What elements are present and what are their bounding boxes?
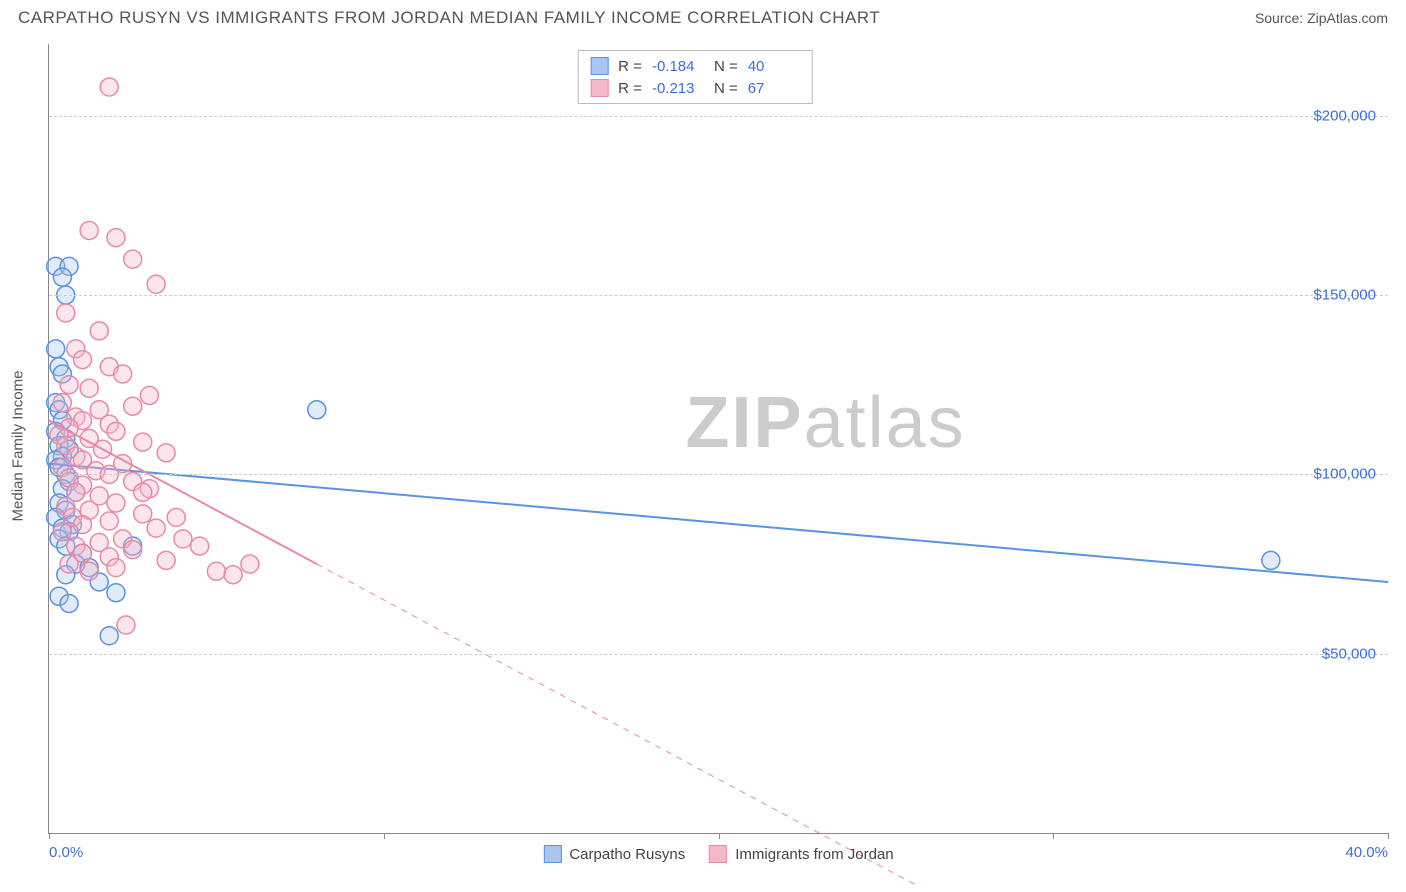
scatter-point — [80, 221, 98, 239]
chart-plot-area: ZIPatlas R = -0.184 N = 40 R = -0.213 N … — [48, 44, 1388, 834]
scatter-point — [53, 523, 71, 541]
scatter-point — [191, 537, 209, 555]
legend: Carpatho Rusyns Immigrants from Jordan — [543, 845, 893, 863]
scatter-point — [53, 394, 71, 412]
scatter-point — [80, 562, 98, 580]
x-tick-label: 40.0% — [1345, 844, 1388, 861]
stats-box: R = -0.184 N = 40 R = -0.213 N = 67 — [577, 50, 813, 104]
x-tick — [1053, 833, 1054, 839]
source: Source: ZipAtlas.com — [1255, 10, 1388, 26]
scatter-point — [308, 401, 326, 419]
scatter-point — [167, 508, 185, 526]
regression-line-dashed — [317, 564, 920, 887]
scatter-point — [73, 351, 91, 369]
stats-r-label: R = — [618, 80, 642, 97]
y-tick-label: $150,000 — [1313, 287, 1376, 304]
stats-r-label: R = — [618, 58, 642, 75]
scatter-point — [60, 376, 78, 394]
legend-label-0: Carpatho Rusyns — [569, 846, 685, 863]
scatter-point — [140, 386, 158, 404]
scatter-point — [1262, 551, 1280, 569]
scatter-point — [60, 555, 78, 573]
scatter-point — [90, 322, 108, 340]
scatter-point — [134, 505, 152, 523]
scatter-point — [174, 530, 192, 548]
x-tick — [49, 833, 50, 839]
scatter-point — [134, 433, 152, 451]
legend-swatch-1 — [709, 845, 727, 863]
x-tick-label: 0.0% — [49, 844, 83, 861]
scatter-point — [80, 379, 98, 397]
gridline — [49, 116, 1388, 117]
scatter-point — [100, 512, 118, 530]
gridline — [49, 295, 1388, 296]
stats-row-1: R = -0.213 N = 67 — [590, 77, 800, 99]
scatter-point — [60, 594, 78, 612]
scatter-point — [157, 551, 175, 569]
stats-r-1: -0.213 — [652, 80, 704, 97]
gridline — [49, 654, 1388, 655]
legend-item-0: Carpatho Rusyns — [543, 845, 685, 863]
stats-n-label: N = — [714, 58, 738, 75]
legend-label-1: Immigrants from Jordan — [735, 846, 893, 863]
gridline — [49, 474, 1388, 475]
chart-svg — [49, 44, 1388, 833]
stats-r-0: -0.184 — [652, 58, 704, 75]
scatter-point — [124, 541, 142, 559]
scatter-point — [224, 566, 242, 584]
scatter-point — [114, 365, 132, 383]
scatter-point — [107, 229, 125, 247]
chart-title: CARPATHO RUSYN VS IMMIGRANTS FROM JORDAN… — [18, 8, 880, 28]
scatter-point — [53, 268, 71, 286]
scatter-point — [124, 250, 142, 268]
scatter-point — [124, 397, 142, 415]
source-name: ZipAtlas.com — [1307, 10, 1388, 26]
scatter-point — [73, 516, 91, 534]
x-tick — [719, 833, 720, 839]
scatter-point — [157, 444, 175, 462]
scatter-point — [107, 494, 125, 512]
scatter-point — [100, 627, 118, 645]
stats-row-0: R = -0.184 N = 40 — [590, 55, 800, 77]
scatter-point — [107, 559, 125, 577]
stats-n-label: N = — [714, 80, 738, 97]
scatter-point — [107, 584, 125, 602]
scatter-point — [117, 616, 135, 634]
stats-n-0: 40 — [748, 58, 800, 75]
y-tick-label: $200,000 — [1313, 107, 1376, 124]
scatter-point — [241, 555, 259, 573]
x-tick — [1388, 833, 1389, 839]
y-tick-label: $100,000 — [1313, 466, 1376, 483]
source-label: Source: — [1255, 10, 1303, 26]
stats-n-1: 67 — [748, 80, 800, 97]
stats-swatch-0 — [590, 57, 608, 75]
scatter-point — [147, 275, 165, 293]
scatter-point — [134, 483, 152, 501]
y-tick-label: $50,000 — [1322, 645, 1376, 662]
stats-swatch-1 — [590, 79, 608, 97]
y-axis-label: Median Family Income — [10, 371, 27, 522]
header: CARPATHO RUSYN VS IMMIGRANTS FROM JORDAN… — [0, 0, 1406, 32]
scatter-point — [207, 562, 225, 580]
scatter-point — [107, 422, 125, 440]
scatter-point — [47, 340, 65, 358]
legend-item-1: Immigrants from Jordan — [709, 845, 893, 863]
legend-swatch-0 — [543, 845, 561, 863]
x-tick — [384, 833, 385, 839]
scatter-point — [57, 304, 75, 322]
scatter-point — [100, 78, 118, 96]
scatter-point — [147, 519, 165, 537]
